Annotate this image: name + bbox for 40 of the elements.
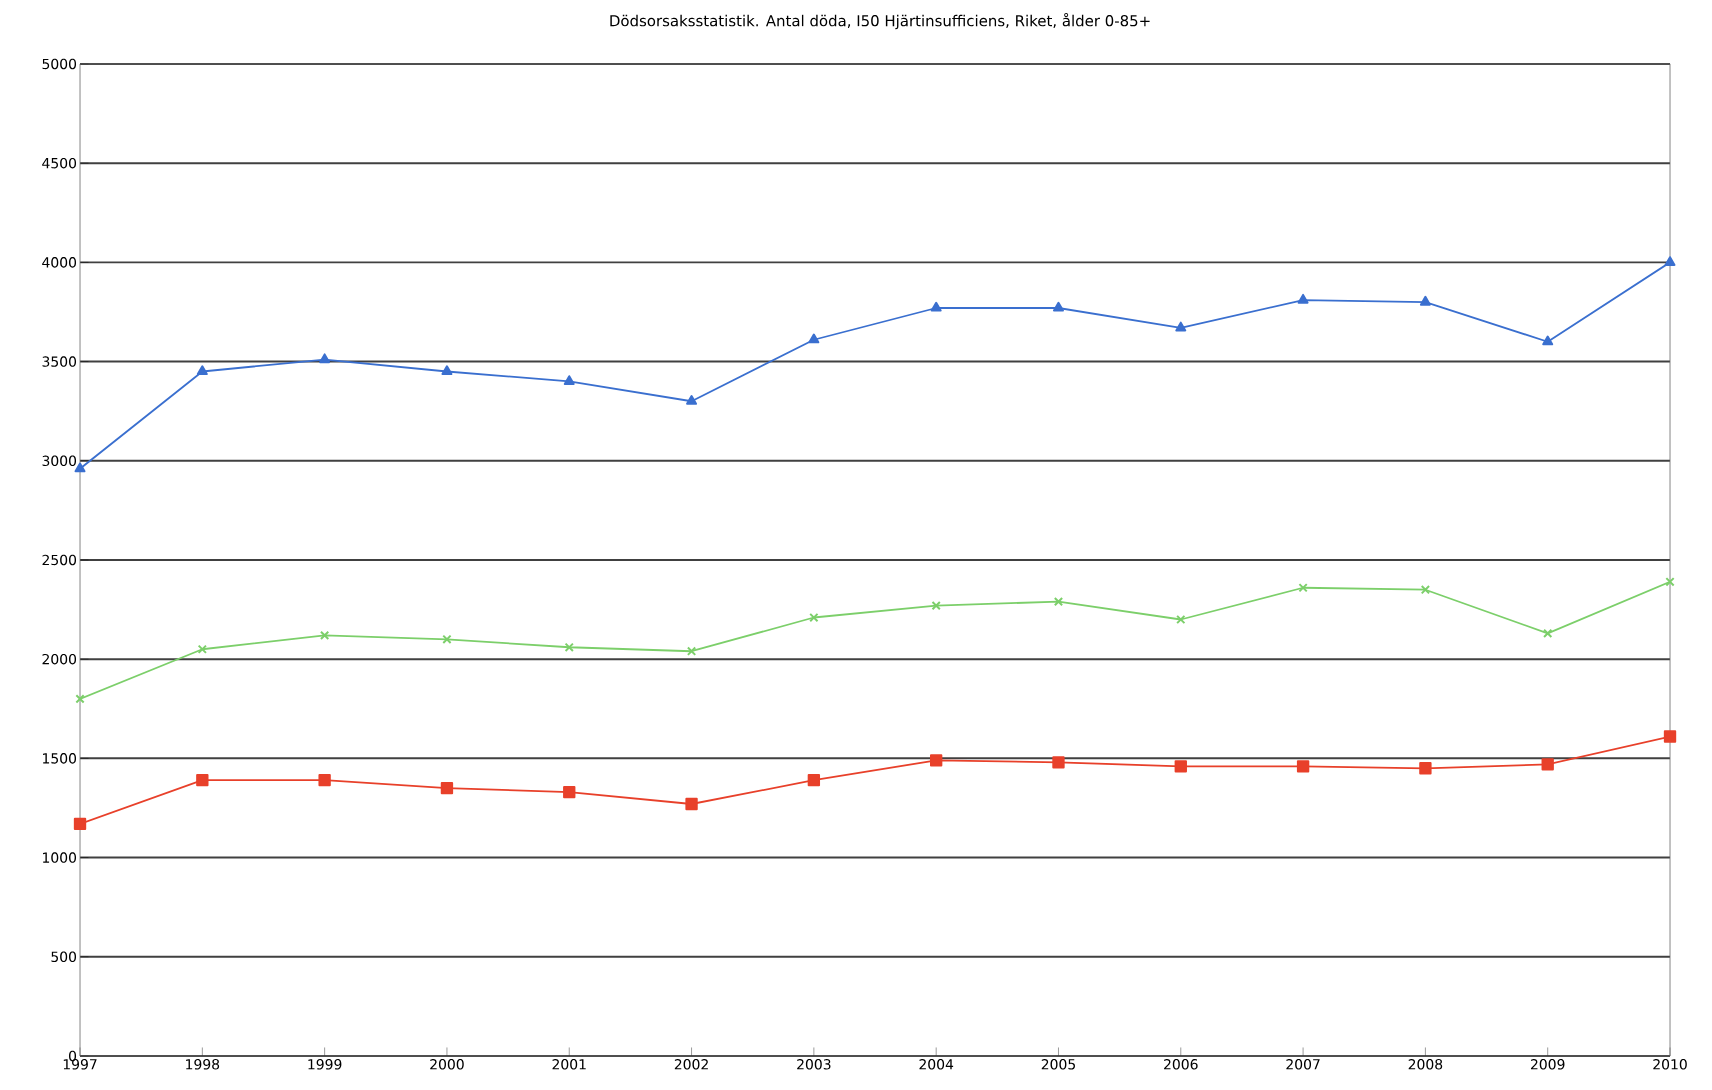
point: [685, 797, 698, 811]
point: [807, 774, 821, 787]
point: [441, 365, 453, 376]
point: [563, 375, 575, 385]
point: [196, 365, 208, 376]
point: [1053, 596, 1064, 607]
point: [1296, 760, 1310, 773]
point: [808, 333, 820, 344]
point: [686, 395, 698, 405]
point: [1175, 321, 1187, 332]
point: [1297, 293, 1309, 304]
point: [1174, 760, 1187, 773]
point: [197, 644, 207, 654]
point: [930, 301, 942, 312]
point: [196, 774, 209, 787]
point: [686, 646, 697, 656]
point: [1542, 335, 1554, 346]
point: [1298, 583, 1308, 593]
point: [931, 600, 941, 611]
point: [319, 630, 330, 641]
point: [564, 642, 574, 652]
point: [319, 353, 331, 364]
point: [1664, 256, 1676, 266]
point: [318, 774, 331, 787]
point: [1176, 614, 1186, 625]
point: [1052, 301, 1064, 312]
point: [1420, 585, 1431, 595]
point: [1541, 758, 1554, 771]
point: [440, 781, 454, 795]
point: [929, 754, 943, 767]
point: [74, 462, 86, 473]
point: [73, 817, 87, 831]
point: [1543, 628, 1553, 639]
point: [442, 634, 452, 644]
point: [1419, 762, 1432, 775]
point: [563, 785, 576, 799]
point: [1663, 730, 1677, 743]
point: [1052, 756, 1065, 769]
point: [1419, 295, 1431, 306]
point: [809, 612, 819, 623]
